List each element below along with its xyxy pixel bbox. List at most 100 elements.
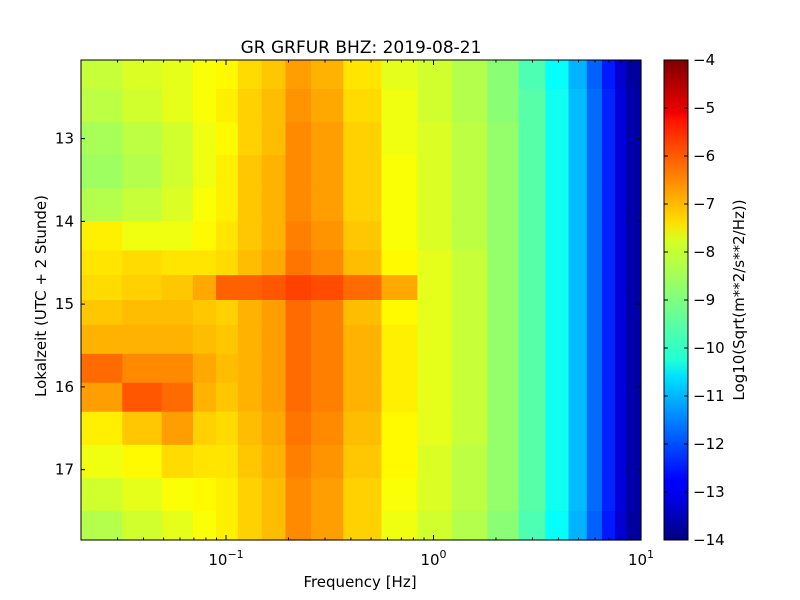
heatmap-cell [122, 444, 163, 479]
heatmap-cell [487, 444, 520, 479]
heatmap-cell [215, 122, 239, 156]
heatmap-cell [343, 275, 383, 301]
heatmap-cell [568, 353, 588, 384]
heatmap-cell [586, 382, 603, 413]
heatmap-cell [122, 155, 163, 189]
heatmap-cell [343, 411, 383, 446]
heatmap-cell [417, 511, 453, 541]
heatmap-cell [261, 188, 287, 222]
y-tick-label: 14 [55, 212, 74, 230]
plot-frame [80, 59, 642, 541]
heatmap-cell [311, 250, 344, 276]
heatmap-cell [626, 324, 642, 355]
heatmap-cell [601, 324, 616, 355]
heatmap-cell [545, 155, 570, 189]
heatmap-cell [285, 411, 312, 446]
heatmap-cell [161, 275, 194, 301]
heatmap-cell [261, 60, 287, 90]
heatmap-cell [311, 155, 344, 189]
colorbar-tick-label: −7 [693, 195, 715, 213]
heatmap-cell [237, 353, 263, 384]
colorbar-tick-label: −9 [693, 291, 715, 309]
heatmap-cell [568, 155, 588, 189]
heatmap-cell [518, 444, 547, 479]
colorbar-tick-label: −13 [693, 483, 725, 501]
heatmap-cell [487, 353, 520, 384]
heatmap-cell [237, 300, 263, 326]
heatmap-cell [518, 221, 547, 251]
heatmap-cell [261, 300, 287, 326]
heatmap-cell [545, 382, 570, 413]
heatmap-cell [417, 122, 453, 156]
heatmap-cell [161, 511, 194, 541]
heatmap-cell [545, 477, 570, 512]
heatmap-cell [626, 122, 642, 156]
heatmap-cell [285, 382, 312, 413]
heatmap-cell [568, 444, 588, 479]
heatmap-cell [614, 60, 627, 90]
heatmap-cell [614, 411, 627, 446]
heatmap-cell [626, 300, 642, 326]
heatmap-cell [586, 155, 603, 189]
heatmap-cell [81, 275, 123, 301]
heatmap-cell [122, 353, 163, 384]
heatmap-cell [81, 300, 123, 326]
heatmap-cell [487, 411, 520, 446]
heatmap-cell [614, 88, 627, 123]
heatmap-cell [343, 60, 383, 90]
heatmap-cell [122, 477, 163, 512]
heatmap-cell [81, 221, 123, 251]
heatmap-cell [343, 88, 383, 123]
y-axis-label: Lokalzeit (UTC + 2 Stunde) [32, 195, 50, 397]
heatmap-cell [81, 88, 123, 123]
heatmap-cell [215, 60, 239, 90]
chart-title: GR GRFUR BHZ: 2019-08-21 [241, 38, 482, 58]
heatmap-cell [614, 324, 627, 355]
heatmap-cell [122, 60, 163, 90]
heatmap-cell [451, 188, 488, 222]
heatmap-cell [518, 324, 547, 355]
heatmap-cell [417, 275, 453, 301]
heatmap-cell [261, 444, 287, 479]
heatmap-cell [261, 88, 287, 123]
heatmap-cell [192, 155, 217, 189]
heatmap-cell [192, 300, 217, 326]
heatmap-cell [343, 300, 383, 326]
heatmap-cell [237, 88, 263, 123]
heatmap-cell [601, 88, 616, 123]
heatmap-cell [568, 324, 588, 355]
heatmap-cell [215, 155, 239, 189]
heatmap-cell [487, 275, 520, 301]
heatmap-cell [381, 155, 419, 189]
heatmap-cell [192, 477, 217, 512]
heatmap-cell [285, 444, 312, 479]
heatmap-cell [381, 353, 419, 384]
heatmap-cell [81, 511, 123, 541]
heatmap-cell [215, 411, 239, 446]
heatmap-cell [451, 122, 488, 156]
heatmap-cell [545, 60, 570, 90]
heatmap-cell [81, 324, 123, 355]
heatmap-cell [343, 477, 383, 512]
heatmap-cell [343, 250, 383, 276]
heatmap-cell [343, 221, 383, 251]
heatmap-cell [451, 324, 488, 355]
colorbar-tick-label: −5 [693, 99, 715, 117]
heatmap-cell [545, 411, 570, 446]
heatmap-cell [487, 511, 520, 541]
heatmap-cell [417, 155, 453, 189]
heatmap-cell [614, 444, 627, 479]
heatmap-cell [311, 444, 344, 479]
heatmap-cell [122, 250, 163, 276]
heatmap-cell [487, 88, 520, 123]
heatmap-cell [487, 324, 520, 355]
heatmap-cell [586, 300, 603, 326]
heatmap-cell [192, 88, 217, 123]
heatmap-cell [81, 477, 123, 512]
heatmap-cell [451, 353, 488, 384]
heatmap-cell [626, 411, 642, 446]
heatmap-cell [586, 122, 603, 156]
heatmap-cell [568, 221, 588, 251]
heatmap-cell [285, 511, 312, 541]
heatmap-cell [161, 382, 194, 413]
